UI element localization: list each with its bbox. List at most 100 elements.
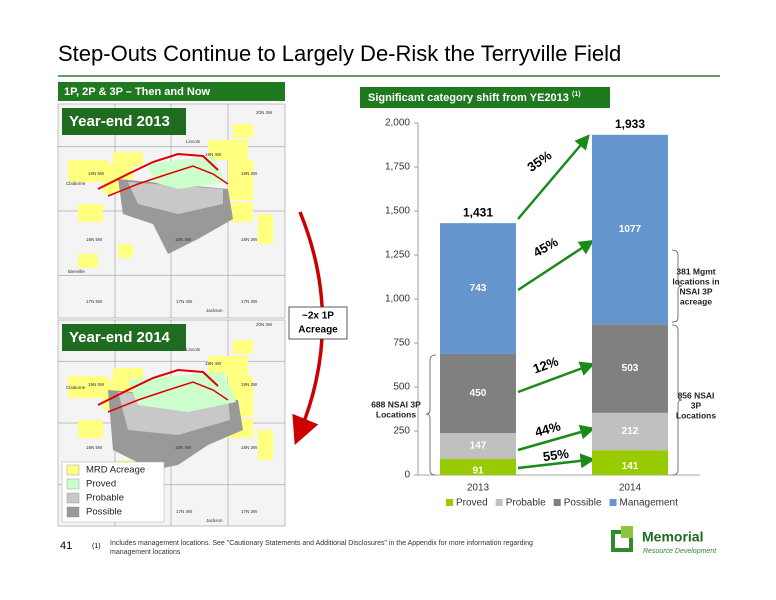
lateral-wells: [97, 152, 219, 190]
map-place: Claiborne: [66, 181, 86, 186]
brace-label: acreage: [680, 296, 712, 306]
arrow: [517, 134, 590, 220]
map-label-box: [62, 324, 186, 351]
total-label: 1,431: [463, 205, 493, 219]
y-tick-label: 1,000: [385, 294, 410, 305]
y-tick-label: 500: [393, 382, 410, 393]
lateral-wells: [97, 368, 219, 406]
brace-label: Locations: [376, 409, 416, 419]
acreage-note: Acreage: [298, 325, 338, 336]
legend-swatch: [66, 478, 80, 490]
map-place: 19N 3W: [241, 171, 258, 176]
map-place: 18N 3W: [241, 237, 258, 242]
map-place: 18N 3W: [241, 445, 258, 450]
map-label-box: [62, 108, 186, 135]
lateral-wells: [107, 165, 229, 197]
mrd-acreage: [233, 340, 253, 354]
mrd-acreage: [113, 368, 143, 382]
brace-label: 688 NSAI 3P: [371, 399, 421, 409]
brace: [671, 324, 683, 476]
brace-label: Locations: [676, 410, 716, 420]
brace-label: locations in: [672, 276, 719, 286]
legend-label: Possible: [86, 507, 122, 518]
map-place: Lincoln: [186, 347, 201, 352]
map-place: 17N 4W: [176, 299, 193, 304]
legend-label: Proved: [456, 498, 488, 509]
mrd-acreage: [258, 430, 273, 460]
lateral-wells: [107, 381, 229, 413]
right-header: Significant category shift from YE2013 (…: [368, 91, 581, 104]
growth-label: 55%: [542, 446, 570, 465]
legend-label: Probable: [86, 493, 124, 504]
y-tick-label: 1,750: [385, 162, 410, 173]
legend-swatch: [495, 499, 503, 506]
y-tick-label: 250: [393, 426, 410, 437]
map-place: 19N 5W: [88, 382, 105, 387]
arrow: [517, 239, 595, 292]
proved-area: [128, 372, 236, 412]
data-label: 212: [622, 426, 639, 437]
braces: [425, 249, 683, 476]
brace: [671, 249, 683, 323]
logo-mark: [621, 526, 633, 538]
acreage-note: ~2x 1P: [302, 311, 334, 322]
mrd-acreage: [113, 152, 143, 166]
proved-area: [148, 156, 226, 189]
bar-segment: [440, 223, 516, 354]
acreage-box: [288, 306, 348, 340]
left-header: 1P, 2P & 3P – Then and Now: [64, 86, 211, 98]
brace-label: NSAI 3P: [679, 286, 712, 296]
map-place: Bienville: [68, 269, 85, 274]
bar-segment: [440, 353, 516, 434]
map-place: 18N 5W: [86, 445, 103, 450]
right-header-box: [360, 87, 610, 108]
map-place: 17N 3W: [241, 299, 258, 304]
legend-swatch: [66, 492, 80, 504]
brace-label: 3P: [691, 400, 702, 410]
bar-segment: [440, 458, 516, 475]
logo: Memorial Resource Development: [611, 526, 717, 555]
probable-area: [128, 182, 223, 214]
y-tick-label: 1,250: [385, 250, 410, 261]
map-label: Year-end 2013: [69, 113, 170, 130]
mrd-acreage: [118, 244, 133, 258]
footnote: Includes management locations. See "Caut…: [110, 540, 533, 547]
map-place: 19N 3W: [241, 382, 258, 387]
legend-swatch: [609, 499, 617, 506]
legend-label: Proved: [86, 479, 116, 490]
footnote-marker: (1): [92, 543, 101, 550]
mrd-acreage: [208, 356, 248, 376]
legend-label: MRD Acreage: [86, 465, 145, 476]
growth-label: 44%: [533, 418, 562, 439]
slide-title: Step-Outs Continue to Largely De-Risk th…: [58, 41, 621, 66]
data-label: 147: [470, 441, 487, 452]
map-place: Lincoln: [186, 139, 201, 144]
legend-swatch: [66, 464, 80, 476]
map-place: 20N 3W: [256, 322, 273, 327]
legend-swatch: [553, 499, 561, 506]
data-label: 503: [622, 363, 639, 374]
map-place: Jackson: [206, 518, 223, 523]
mrd-acreage: [78, 254, 98, 268]
mrd-acreage: [258, 214, 273, 244]
bar-segment: [592, 134, 668, 325]
logo-text: Memorial: [642, 529, 703, 545]
mrd-acreage: [68, 160, 108, 182]
map-place: 17N 4W: [176, 509, 193, 514]
mrd-acreage: [228, 160, 253, 200]
mrd-acreage: [208, 140, 248, 160]
map-place: Claiborne: [66, 385, 86, 390]
map-place: 18N 4W: [175, 445, 192, 450]
legend-swatch: [66, 506, 80, 518]
data-label: 1077: [619, 224, 642, 235]
map-place: 20N 3W: [256, 110, 273, 115]
brace: [425, 354, 437, 476]
mrd-acreage: [233, 124, 253, 138]
map-place: 17N 3W: [241, 509, 258, 514]
map-place: 19N 5W: [88, 171, 105, 176]
legend-label: Management: [620, 498, 679, 509]
logo-subtext: Resource Development: [643, 548, 717, 555]
y-tick-label: 1,500: [385, 206, 410, 217]
